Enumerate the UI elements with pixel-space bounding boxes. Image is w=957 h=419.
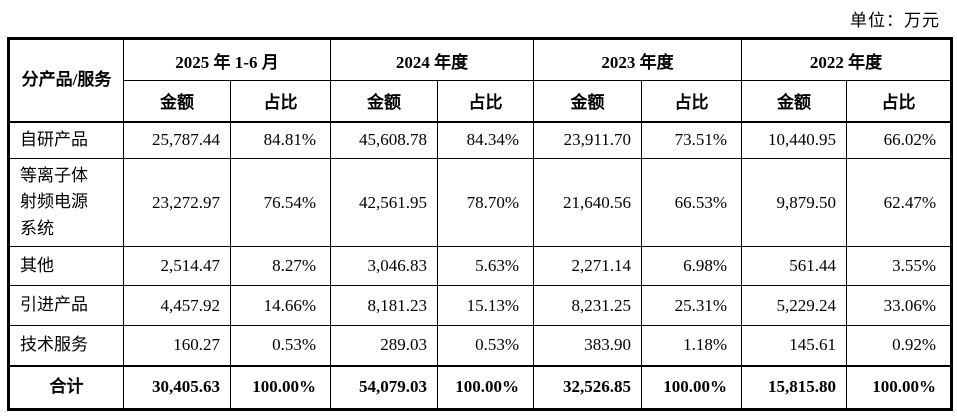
period-header-2025h1: 2025 年 1-6 月: [122, 38, 332, 81]
header-row-subcolumns: 金额 占比 金额 占比 金额 占比 金额 占比: [9, 80, 953, 123]
amount-cell: 8,181.23: [330, 285, 439, 327]
ratio-cell: 66.53%: [641, 157, 743, 248]
ratio-cell: 0.53%: [437, 325, 535, 367]
ratio-cell: 0.53%: [229, 325, 332, 367]
total-row-label: 合计: [8, 364, 124, 411]
amount-cell: 4,457.92: [123, 285, 231, 327]
table-row: 引进产品 4,457.92 14.66% 8,181.23 15.13% 8,231.25…: [8, 285, 953, 327]
amount-header-2024: 金额: [330, 80, 439, 123]
amount-cell: 23,911.70: [533, 121, 643, 159]
ratio-cell: 84.34%: [437, 121, 535, 159]
amount-cell: 289.03: [330, 325, 439, 367]
ratio-cell: 8.27%: [229, 246, 332, 287]
amount-cell: 160.27: [123, 325, 231, 367]
ratio-cell: 73.51%: [641, 121, 743, 159]
table-row: 自研产品 25,787.44 84.81% 45,608.78 84.34% 23,911…: [8, 121, 953, 159]
ratio-cell: 14.66%: [229, 285, 332, 327]
table-row: 其他 2,514.47 8.27% 3,046.83 5.63% 2,271.14 6.98…: [8, 246, 953, 287]
ratio-cell: 78.70%: [437, 157, 535, 248]
amount-cell: 42,561.95: [330, 157, 439, 248]
ratio-cell: 15.13%: [437, 285, 535, 327]
table-row: 技术服务 160.27 0.53% 289.03 0.53% 383.90 1.18% 145…: [8, 325, 953, 367]
amount-cell: 5,229.24: [741, 285, 848, 327]
ratio-cell: 1.18%: [641, 325, 743, 367]
period-header-2024: 2024 年度: [330, 38, 535, 81]
ratio-cell: 66.02%: [846, 121, 953, 159]
amount-cell: 10,440.95: [741, 121, 848, 159]
table-row: 等离子体射频电源系统 23,272.97 76.54% 42,561.95 78.70%…: [8, 157, 953, 248]
ratio-header-2022: 占比: [846, 80, 953, 123]
amount-cell: 3,046.83: [330, 246, 439, 287]
row-label: 技术服务: [8, 325, 124, 367]
header-row-periods: 分产品/服务 2025 年 1-6 月 2024 年度 2023 年度 2022…: [8, 38, 953, 123]
total-row: 合计 30,405.63 100.00% 54,079.03 100.00% 32,526…: [8, 364, 953, 411]
ratio-cell: 84.81%: [229, 121, 332, 159]
ratio-cell: 33.06%: [846, 285, 953, 327]
ratio-header-2024: 占比: [437, 80, 535, 123]
ratio-cell: 100.00%: [641, 364, 743, 411]
period-header-2023: 2023 年度: [533, 38, 743, 81]
period-header-2022: 2022 年度: [741, 38, 953, 81]
row-label: 等离子体射频电源系统: [8, 157, 124, 248]
amount-cell: 45,608.78: [330, 121, 439, 159]
amount-cell: 23,272.97: [123, 157, 231, 248]
ratio-cell: 3.55%: [846, 246, 953, 287]
amount-cell: 30,405.63: [123, 364, 231, 411]
ratio-header-2025h1: 占比: [229, 80, 332, 123]
ratio-cell: 25.31%: [641, 285, 743, 327]
amount-cell: 8,231.25: [533, 285, 643, 327]
ratio-header-2023: 占比: [641, 80, 743, 123]
amount-cell: 383.90: [533, 325, 643, 367]
amount-cell: 2,514.47: [123, 246, 231, 287]
row-label: 自研产品: [8, 121, 124, 159]
amount-cell: 54,079.03: [330, 364, 439, 411]
amount-cell: 9,879.50: [741, 157, 848, 248]
amount-cell: 25,787.44: [123, 121, 231, 159]
ratio-cell: 100.00%: [229, 364, 332, 411]
corner-header-product-service: 分产品/服务: [8, 38, 124, 123]
amount-cell: 145.61: [741, 325, 848, 367]
amount-header-2025h1: 金额: [123, 80, 231, 123]
row-label: 其他: [8, 246, 124, 287]
amount-cell: 2,271.14: [533, 246, 643, 287]
amount-cell: 15,815.80: [741, 364, 848, 411]
amount-cell: 21,640.56: [533, 157, 643, 248]
ratio-cell: 0.92%: [846, 325, 953, 367]
unit-label: 单位：万元: [850, 11, 940, 30]
ratio-cell: 100.00%: [437, 364, 535, 411]
amount-header-2022: 金额: [741, 80, 848, 123]
ratio-cell: 5.63%: [437, 246, 535, 287]
ratio-cell: 100.00%: [846, 364, 953, 411]
amount-cell: 561.44: [741, 246, 848, 287]
row-label: 引进产品: [8, 285, 124, 327]
ratio-cell: 6.98%: [641, 246, 743, 287]
amount-cell: 32,526.85: [533, 364, 643, 411]
amount-header-2023: 金额: [533, 80, 643, 123]
ratio-cell: 62.47%: [846, 157, 953, 248]
product-revenue-table: 分产品/服务 2025 年 1-6 月 2024 年度 2023 年度 2022…: [7, 37, 954, 412]
ratio-cell: 76.54%: [229, 157, 332, 248]
